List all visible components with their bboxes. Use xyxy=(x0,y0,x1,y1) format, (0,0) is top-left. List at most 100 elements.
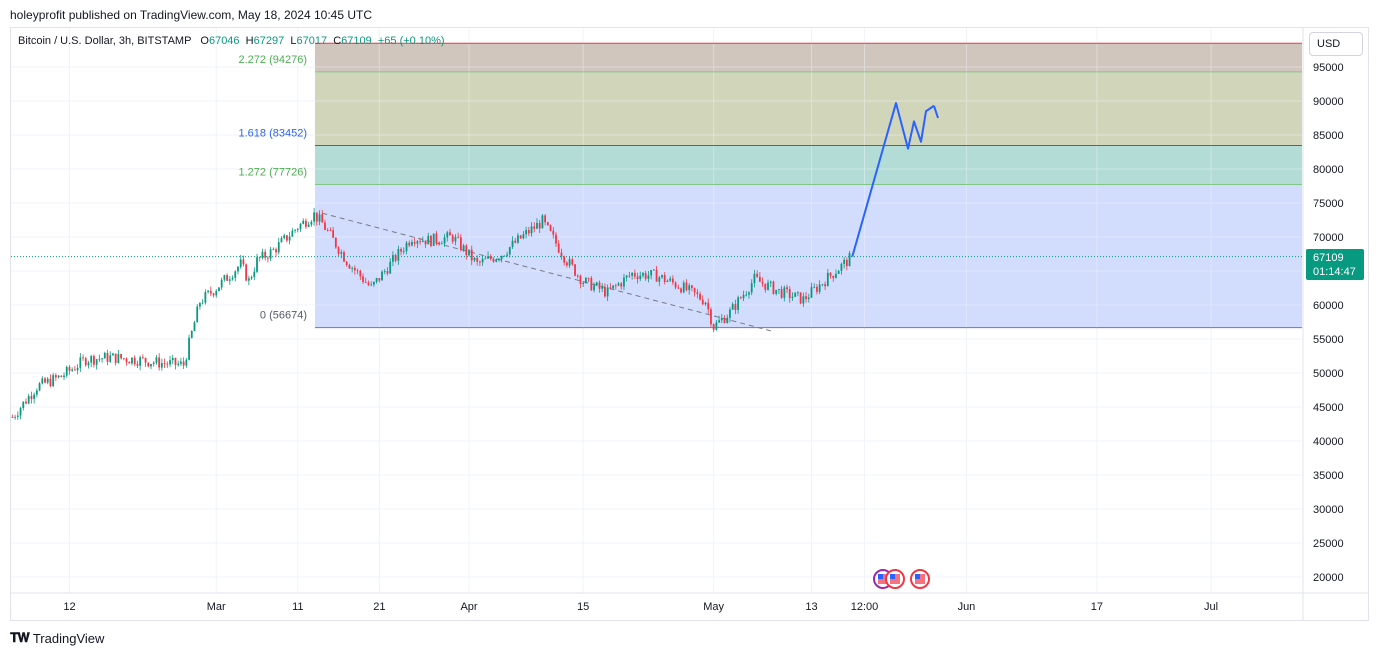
candle-body xyxy=(82,357,84,359)
candle-body xyxy=(761,281,764,284)
candle-body xyxy=(601,286,604,289)
candle-body xyxy=(313,212,315,222)
candle-body xyxy=(239,259,242,267)
candle-body xyxy=(644,273,647,279)
candle-body xyxy=(272,249,275,251)
candle-body xyxy=(79,357,82,368)
candle-body xyxy=(125,358,128,363)
candle-body xyxy=(286,235,288,241)
candle-body xyxy=(614,285,617,287)
candle-body xyxy=(549,224,552,231)
candle-body xyxy=(71,369,74,371)
candle-body xyxy=(650,270,653,276)
candle-body xyxy=(473,257,476,261)
time-axis-tick: Apr xyxy=(460,601,477,613)
candle-body xyxy=(661,275,663,278)
candle-body xyxy=(750,283,753,293)
candle-body xyxy=(826,272,829,287)
open-value: 67046 xyxy=(208,35,240,47)
candle-body xyxy=(397,249,400,261)
candle-body xyxy=(682,282,685,293)
candle-body xyxy=(247,278,250,281)
candle-body xyxy=(106,352,109,362)
candle-body xyxy=(169,360,171,365)
candle-body xyxy=(449,232,451,236)
candle-body xyxy=(234,271,237,278)
candle-body xyxy=(408,242,411,246)
candle-body xyxy=(731,304,734,310)
tradingview-logo[interactable]: 𝐓𝐖 TradingView xyxy=(10,630,104,646)
candle-body xyxy=(745,294,748,296)
candle-body xyxy=(49,378,52,387)
candle-body xyxy=(818,284,821,292)
candle-body xyxy=(805,296,807,299)
price-axis-tick: 50000 xyxy=(1313,368,1344,380)
candle-body xyxy=(813,286,816,288)
candle-body xyxy=(669,278,672,281)
candle-body xyxy=(587,277,590,279)
candle-body xyxy=(633,272,636,277)
candle-body xyxy=(84,358,87,366)
candle-body xyxy=(840,263,843,271)
candle-body xyxy=(345,261,348,266)
candle-body xyxy=(527,230,530,234)
candle-body xyxy=(517,235,519,243)
currency-selector[interactable]: USD xyxy=(1309,32,1363,56)
candle-body xyxy=(367,282,370,286)
candle-body xyxy=(302,220,305,224)
candle-body xyxy=(193,322,196,332)
candle-body xyxy=(677,287,680,289)
candle-body xyxy=(294,229,296,231)
candle-body xyxy=(424,240,427,245)
candle-body xyxy=(612,285,614,289)
candle-body xyxy=(296,229,299,230)
candle-body xyxy=(413,242,416,244)
candle-body xyxy=(712,324,715,330)
candle-body xyxy=(764,283,767,290)
candle-body xyxy=(332,230,335,238)
candle-body xyxy=(492,258,495,262)
candle-body xyxy=(666,280,669,282)
candle-body xyxy=(623,277,625,287)
candle-body xyxy=(411,242,413,246)
candle-body xyxy=(718,320,720,323)
candle-body xyxy=(334,237,337,248)
candle-body xyxy=(663,275,666,282)
price-axis-tick: 25000 xyxy=(1313,538,1344,550)
candle-body xyxy=(35,390,38,395)
candle-body xyxy=(122,358,125,360)
candle-body xyxy=(459,237,462,251)
candle-body xyxy=(231,277,234,280)
economic-event-icons[interactable] xyxy=(873,569,930,589)
candle-body xyxy=(52,375,55,387)
fib-zone-band-overlay xyxy=(315,184,1302,328)
candle-body xyxy=(136,364,139,366)
fib-level-label: 0 (56674) xyxy=(260,310,307,322)
candle-body xyxy=(215,291,218,296)
candle-body xyxy=(446,232,449,238)
low-key: L xyxy=(290,35,297,47)
candle-body xyxy=(199,302,201,307)
candle-body xyxy=(794,292,797,297)
time-axis-tick: 12:00 xyxy=(851,601,879,613)
candle-body xyxy=(326,229,329,231)
candle-body xyxy=(44,378,46,383)
candle-body xyxy=(114,353,117,363)
price-axis-tick: 55000 xyxy=(1313,334,1344,346)
candle-body xyxy=(389,261,392,274)
candle-body xyxy=(720,318,723,321)
candle-body xyxy=(310,221,313,225)
candle-body xyxy=(484,258,487,260)
candle-body xyxy=(802,296,805,304)
candle-body xyxy=(628,275,631,277)
candle-body xyxy=(103,352,106,359)
candle-body xyxy=(606,287,609,297)
candle-body xyxy=(120,353,123,359)
candle-body xyxy=(658,277,661,282)
projection-path xyxy=(851,102,939,257)
time-axis-tick: 11 xyxy=(292,601,303,613)
candle-body xyxy=(565,262,568,266)
candle-body xyxy=(38,383,41,391)
candle-body xyxy=(688,285,691,291)
